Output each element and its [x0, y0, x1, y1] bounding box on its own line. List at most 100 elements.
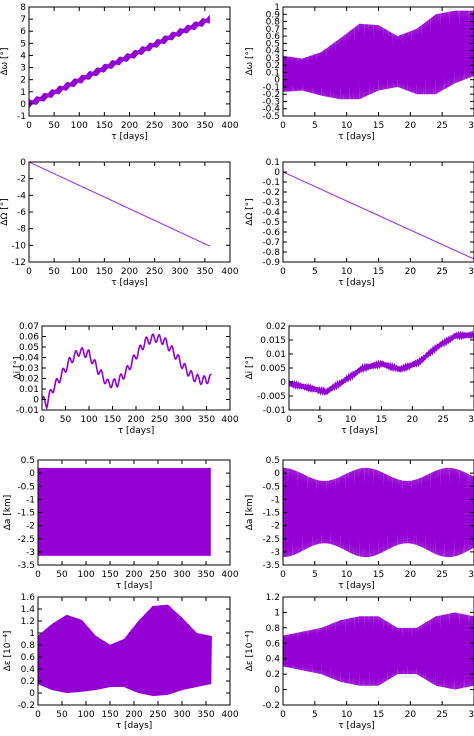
x-tick-label: 150	[96, 267, 113, 277]
y-tick-label: 3	[20, 64, 26, 74]
y-tick-label: -12	[11, 258, 26, 268]
y-tick-label: 0.4	[21, 665, 36, 675]
x-tick-label: 250	[149, 570, 166, 580]
y-tick-label: 0.9	[266, 10, 281, 20]
x-tick-label: 100	[71, 267, 88, 277]
y-tick-label: 0.02	[266, 322, 286, 332]
y-axis-label: ΔΩ [°]	[0, 198, 10, 225]
x-tick-label: 5	[312, 121, 318, 131]
chart-panel-da_long: 0 50 100 150 200 250 300 350 400 -3.5 -3 -2.5 -2 -1.5…	[3, 456, 239, 591]
x-tick-label: 350	[197, 710, 214, 720]
y-tick-label: 0.05	[19, 343, 39, 353]
y-tick-label: 0.4	[266, 47, 281, 57]
x-tick-label: 100	[77, 710, 94, 720]
y-tick-label: 0.8	[266, 624, 281, 634]
y-tick-label: 1	[274, 608, 280, 618]
y-tick-label: 0.8	[266, 18, 281, 28]
y-tick-label: -1.5	[17, 509, 35, 519]
plot-frame	[28, 161, 231, 263]
series-band	[29, 14, 210, 109]
data-layer	[283, 10, 474, 100]
x-axis-label: τ [days]	[338, 278, 375, 288]
series-line	[289, 330, 474, 397]
data-layer	[38, 467, 211, 556]
y-tick-label: -0.5	[262, 112, 280, 122]
chart-panel-domega_short: 051015202530-0.5-0.4-0.3-0.2-0.100.10.20…	[245, 3, 474, 142]
x-tick-label: 20	[407, 415, 419, 425]
x-axis-label: τ [days]	[118, 426, 155, 436]
x-tick-label: 30	[468, 267, 474, 277]
y-tick-label: -0.01	[16, 406, 39, 416]
x-axis-label: τ [days]	[111, 278, 148, 288]
x-tick-label: 200	[125, 570, 142, 580]
y-tick-label: -2.5	[262, 535, 280, 545]
y-tick-label: 0	[274, 168, 280, 178]
chart-panel-de_long: 0 50 100 150 200 250 300 350 400-0.200.20.40.60.…	[3, 593, 239, 731]
y-tick-label: 8	[20, 3, 26, 13]
y-tick-label: -0.4	[262, 208, 280, 218]
data-layer	[283, 467, 474, 558]
x-tick-label: 200	[125, 710, 142, 720]
x-tick-label: 0	[35, 710, 41, 720]
y-axis-label: Δε [10⁻⁴]	[3, 631, 13, 672]
y-tick-label: -0.1	[262, 83, 280, 93]
x-tick-label: 30	[468, 710, 474, 720]
y-tick-label: 0.01	[19, 385, 39, 395]
y-tick-label: 0.01	[266, 350, 286, 360]
y-tick-label: 0.2	[266, 61, 280, 71]
x-tick-label: 20	[405, 710, 417, 720]
x-tick-label: 200	[127, 415, 144, 425]
y-tick-label: 1.2	[266, 593, 280, 603]
x-tick-label: 300	[173, 570, 190, 580]
y-tick-label: -0.5	[262, 482, 280, 492]
x-tick-label: 5	[312, 710, 318, 720]
y-tick-label: 1	[29, 629, 35, 639]
x-tick-label: 25	[436, 121, 447, 131]
y-tick-label: -0.5	[262, 218, 280, 228]
y-tick-label: -1	[26, 495, 35, 505]
x-tick-label: 350	[196, 267, 213, 277]
x-tick-label: 250	[151, 415, 168, 425]
x-axis-label: τ [days]	[338, 132, 375, 142]
data-layer	[29, 162, 211, 247]
y-tick-label: -2	[271, 522, 280, 532]
x-tick-label: 50	[48, 267, 60, 277]
y-tick-label: 2	[20, 76, 26, 86]
y-tick-label: 0.7	[266, 25, 280, 35]
x-tick-label: 0	[26, 121, 32, 131]
y-tick-label: 0	[33, 396, 39, 406]
x-tick-label: 50	[56, 570, 68, 580]
y-tick-label: -0.2	[17, 701, 35, 711]
x-tick-label: 400	[221, 121, 238, 131]
y-tick-label: -3.5	[262, 561, 280, 571]
chart-panel-dOmega_long: 0 50 100 150 200 250 300 350 400 -12 -10 -8 -6 -4 -2 0 τ…	[0, 158, 239, 288]
y-axis-label: Δa [km]	[3, 495, 13, 531]
data-layer	[42, 333, 212, 410]
series-line	[38, 604, 212, 697]
x-tick-label: 10	[345, 415, 357, 425]
y-tick-label: 0	[274, 469, 280, 479]
y-tick-label: -0.2	[262, 90, 280, 100]
y-tick-label: -3	[271, 548, 280, 558]
chart-panel-di_long: 0 50 100 150 200 250 300 350 400-0.0100.010.020.…	[13, 322, 239, 436]
x-tick-label: 50	[48, 121, 60, 131]
x-tick-label: 25	[436, 710, 447, 720]
y-tick-label: 1.2	[21, 617, 35, 627]
x-tick-label: 15	[373, 267, 384, 277]
y-tick-label: -8	[17, 225, 26, 235]
x-tick-label: 50	[56, 710, 68, 720]
x-tick-label: 20	[405, 570, 417, 580]
y-tick-label: 6	[20, 27, 26, 37]
y-tick-label: 0.06	[19, 333, 39, 343]
y-tick-label: -0.5	[17, 482, 35, 492]
y-tick-label: 0.5	[21, 456, 35, 466]
x-tick-label: 100	[71, 121, 88, 131]
y-tick-label: 1.6	[21, 593, 36, 603]
x-tick-label: 300	[171, 121, 188, 131]
x-axis-label: τ [days]	[116, 581, 153, 591]
y-axis-label: Δε [10⁻⁴]	[245, 631, 255, 672]
y-tick-label: -6	[17, 208, 26, 218]
plot-frame	[41, 325, 231, 411]
